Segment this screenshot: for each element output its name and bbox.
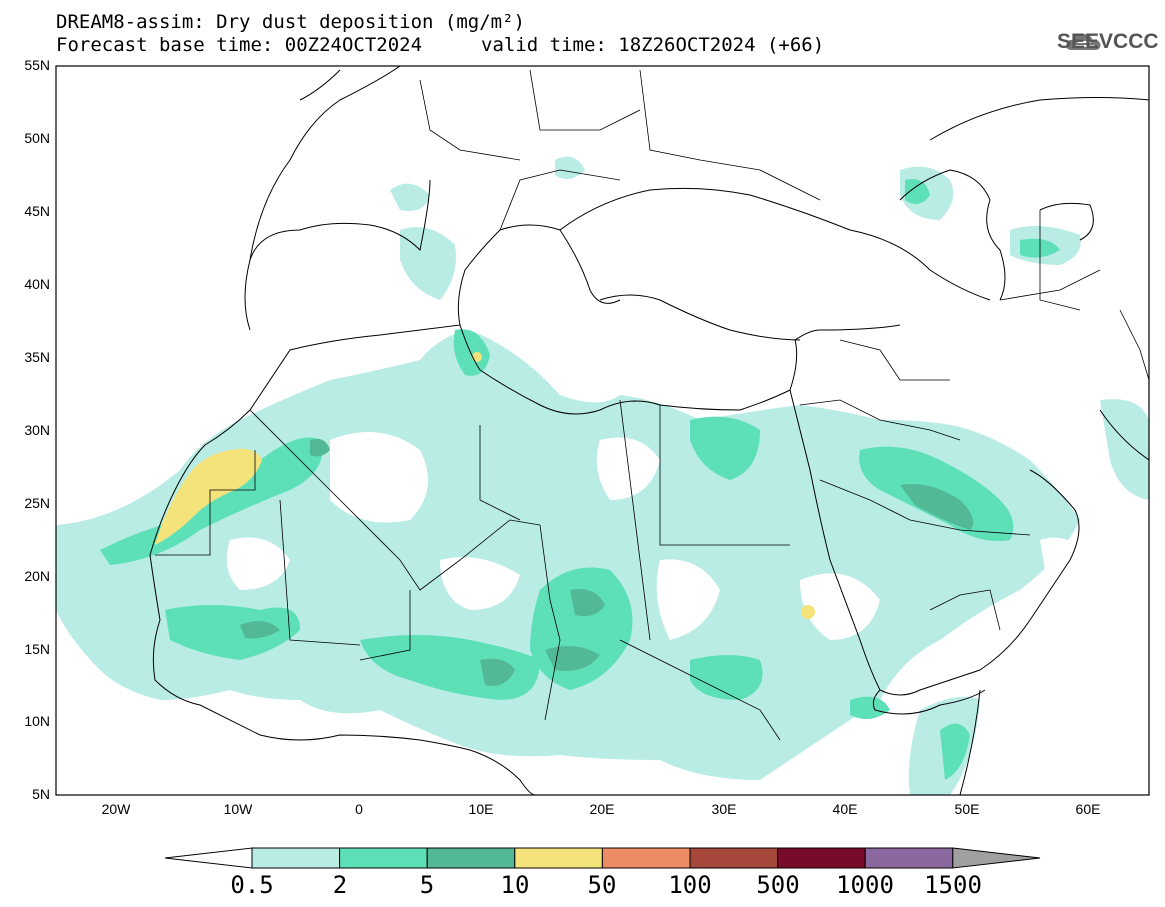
colorbar-label: 1000 bbox=[836, 871, 894, 899]
colorbar-label: 10 bbox=[500, 871, 530, 899]
lon-tick: 50E bbox=[954, 801, 980, 817]
lat-tick: 50N bbox=[24, 130, 50, 146]
colorbar-label: 5 bbox=[419, 871, 435, 899]
lon-tick: 20W bbox=[101, 801, 131, 817]
colorbar-label: 50 bbox=[587, 871, 617, 899]
colorbar-label: 2 bbox=[332, 871, 348, 899]
lat-tick: 15N bbox=[24, 641, 50, 657]
lon-tick: 40E bbox=[832, 801, 858, 817]
logo-text: SEEVCCC bbox=[1057, 30, 1159, 53]
lat-tick: 20N bbox=[24, 568, 50, 584]
map-title-line1: DREAM8-assim: Dry dust deposition (mg/m²… bbox=[56, 11, 525, 33]
colorbar-label: 0.5 bbox=[230, 871, 274, 899]
lat-tick: 10N bbox=[24, 713, 50, 729]
colorbar-label: 100 bbox=[668, 871, 712, 899]
lon-tick: 0 bbox=[355, 801, 363, 817]
deposition-5-10 bbox=[240, 438, 974, 686]
lon-tick: 10E bbox=[468, 801, 494, 817]
lat-tick: 55N bbox=[24, 57, 50, 73]
lat-tick: 40N bbox=[24, 276, 50, 292]
country-borders bbox=[155, 69, 1149, 741]
lat-tick: 30N bbox=[24, 422, 50, 438]
map-frame bbox=[55, 65, 1150, 796]
lat-tick: 35N bbox=[24, 349, 50, 365]
seevccc-logo-cloud-icon bbox=[1066, 33, 1101, 50]
colorbar-label: 500 bbox=[756, 871, 800, 899]
lon-tick: 60E bbox=[1075, 801, 1101, 817]
deposition-10-50 bbox=[155, 352, 815, 619]
lat-tick: 45N bbox=[24, 203, 50, 219]
forecast-base-time: Forecast base time: 00Z24OCT2024 bbox=[56, 34, 423, 56]
lat-tick: 5N bbox=[32, 786, 50, 802]
lat-tick: 25N bbox=[24, 495, 50, 511]
coastlines bbox=[149, 66, 1149, 795]
lon-tick: 10W bbox=[223, 801, 253, 817]
valid-time: valid time: 18Z26OCT2024 (+66) bbox=[481, 34, 825, 56]
colorbar bbox=[164, 847, 1041, 869]
lon-tick: 20E bbox=[589, 801, 615, 817]
lon-tick: 30E bbox=[711, 801, 737, 817]
colorbar-label: 1500 bbox=[924, 871, 982, 899]
